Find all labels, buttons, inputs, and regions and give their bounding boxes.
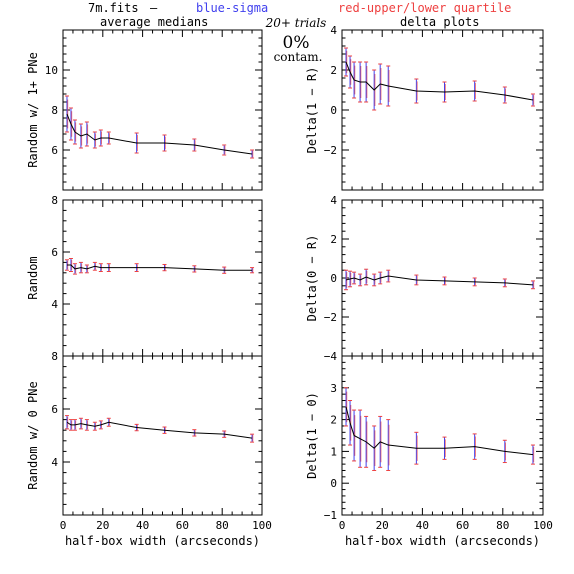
contamination-label: contam. (274, 50, 323, 64)
x-tick-label: 20 (96, 519, 109, 532)
plot-frame (341, 29, 544, 191)
y-tick-label: 4 (51, 456, 58, 469)
red-quartile-label: red-upper/lower quartile (338, 1, 511, 15)
y-tick-label: −4 (324, 350, 338, 363)
y-tick-label: 8 (51, 350, 58, 363)
x-tick-label: 80 (496, 519, 509, 532)
blue-sigma-label: blue-sigma (196, 1, 268, 15)
x-axis-label: half-box width (arcseconds) (345, 534, 540, 548)
x-axis-label: half-box width (arcseconds) (65, 534, 260, 548)
plot-frame (341, 355, 544, 516)
panel-right-middle: −4 −2 0 2 4 Delta(0 − R) (305, 194, 544, 363)
y-tick-label: 4 (51, 298, 58, 311)
x-tick-label: 60 (456, 519, 469, 532)
x-tick-label: 40 (416, 519, 429, 532)
x-tick-label: 100 (533, 519, 553, 532)
y-axis-label: Delta(1 − R) (305, 67, 319, 154)
y-tick-label: 1 (330, 445, 337, 458)
x-tick-label: 100 (252, 519, 272, 532)
trials-label: 20+ trials (265, 16, 327, 30)
right-column-title: delta plots (400, 15, 479, 29)
y-axis-label: Delta(0 − R) (305, 235, 319, 322)
median-line (66, 264, 253, 271)
y-tick-label: 0 (330, 477, 337, 490)
median-line (345, 406, 534, 456)
panel-left-middle: 4 6 8 Random (26, 194, 263, 357)
median-line (345, 275, 533, 286)
median-line (66, 113, 253, 155)
y-tick-label: 10 (45, 64, 58, 77)
contamination-percent: 0% (283, 33, 310, 53)
plot-frame (62, 199, 263, 357)
y-tick-label: −1 (324, 509, 337, 522)
median-line (345, 61, 534, 101)
y-tick-label: 4 (330, 194, 337, 207)
plot-frame (341, 199, 544, 357)
y-axis-label: Delta(1 − 0) (305, 392, 319, 479)
y-axis-label: Random w/ 0 PNe (26, 381, 40, 489)
file-label: 7m.fits (88, 1, 139, 15)
median-line (66, 421, 253, 439)
x-tick-label: 0 (339, 519, 346, 532)
y-tick-label: 2 (330, 64, 337, 77)
y-tick-label: −2 (324, 311, 337, 324)
panel-right-top: −2 0 2 4 Delta(1 − R) (305, 24, 544, 191)
y-axis-label: Random w/ 1+ PNe (26, 52, 40, 168)
y-axis-label: Random (26, 256, 40, 299)
x-tick-label: 0 (60, 519, 67, 532)
x-tick-label: 60 (176, 519, 189, 532)
y-tick-label: 6 (51, 144, 58, 157)
y-tick-label: 2 (330, 414, 337, 427)
y-tick-label: 6 (51, 403, 58, 416)
y-tick-label: 3 (330, 382, 337, 395)
header-dash: — (150, 1, 158, 15)
y-tick-label: 8 (51, 194, 58, 207)
x-tick-label: 20 (376, 519, 389, 532)
y-tick-label: 2 (330, 233, 337, 246)
plot-frame (62, 29, 263, 191)
left-column-title: average medians (100, 15, 208, 29)
y-tick-label: 0 (330, 272, 337, 285)
y-tick-label: 6 (51, 246, 58, 259)
y-tick-label: −2 (324, 144, 337, 157)
x-tick-label: 80 (216, 519, 229, 532)
panel-left-top: 6 8 10 Random w/ 1+ PNe (26, 29, 263, 191)
y-tick-label: 4 (330, 24, 337, 37)
x-tick-label: 40 (136, 519, 149, 532)
y-tick-label: 8 (51, 104, 58, 117)
y-tick-label: 0 (330, 104, 337, 117)
